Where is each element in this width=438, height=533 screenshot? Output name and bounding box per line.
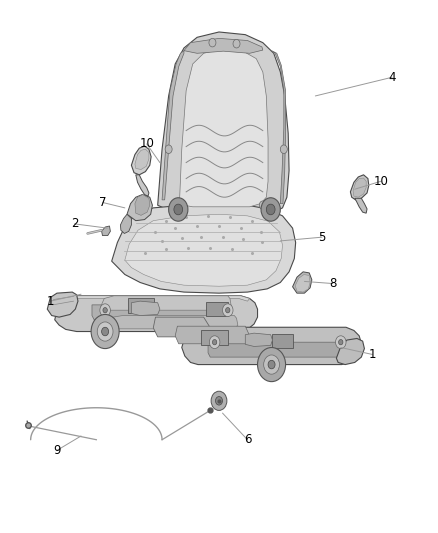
Polygon shape <box>293 272 312 293</box>
Polygon shape <box>110 316 238 329</box>
Circle shape <box>233 39 240 48</box>
Polygon shape <box>245 333 272 346</box>
Polygon shape <box>175 326 250 344</box>
Circle shape <box>209 336 220 349</box>
Circle shape <box>339 340 343 345</box>
Circle shape <box>174 204 183 215</box>
Circle shape <box>268 360 275 369</box>
Polygon shape <box>208 342 339 357</box>
Text: 1: 1 <box>368 348 376 361</box>
Text: 4: 4 <box>388 71 396 84</box>
Polygon shape <box>112 204 296 293</box>
Polygon shape <box>201 330 228 345</box>
Circle shape <box>336 336 346 349</box>
Polygon shape <box>272 51 286 204</box>
Polygon shape <box>272 334 293 348</box>
Polygon shape <box>92 305 228 320</box>
Circle shape <box>266 204 275 215</box>
Text: 1: 1 <box>46 295 54 308</box>
Polygon shape <box>353 178 366 197</box>
Text: 5: 5 <box>318 231 325 244</box>
Polygon shape <box>350 175 369 200</box>
Polygon shape <box>68 296 250 301</box>
Text: 2: 2 <box>71 217 78 230</box>
Polygon shape <box>336 338 364 365</box>
Circle shape <box>226 308 230 313</box>
Polygon shape <box>131 146 151 175</box>
Circle shape <box>100 304 110 317</box>
Polygon shape <box>180 49 268 207</box>
Circle shape <box>165 145 172 154</box>
Polygon shape <box>153 317 210 337</box>
Polygon shape <box>355 198 367 213</box>
Text: 9: 9 <box>53 444 61 457</box>
Polygon shape <box>136 175 149 196</box>
Polygon shape <box>128 298 154 313</box>
Text: 6: 6 <box>244 433 251 446</box>
Circle shape <box>259 201 266 209</box>
Circle shape <box>258 348 286 382</box>
Polygon shape <box>55 296 258 332</box>
Polygon shape <box>162 51 184 200</box>
Circle shape <box>176 199 183 208</box>
Circle shape <box>97 322 113 341</box>
Text: 10: 10 <box>139 138 154 150</box>
Polygon shape <box>131 301 160 316</box>
Circle shape <box>169 198 188 221</box>
Polygon shape <box>101 296 231 310</box>
Text: 7: 7 <box>99 196 107 209</box>
Polygon shape <box>102 226 110 236</box>
Polygon shape <box>135 195 150 215</box>
Circle shape <box>215 397 223 405</box>
Polygon shape <box>120 214 131 233</box>
Polygon shape <box>135 149 149 169</box>
Circle shape <box>212 340 217 345</box>
Circle shape <box>264 355 279 374</box>
Circle shape <box>91 314 119 349</box>
Circle shape <box>209 38 216 47</box>
Polygon shape <box>206 302 228 316</box>
Circle shape <box>211 391 227 410</box>
Polygon shape <box>47 292 78 317</box>
Polygon shape <box>125 214 283 286</box>
Circle shape <box>102 327 109 336</box>
Text: 8: 8 <box>329 277 336 290</box>
Circle shape <box>223 304 233 317</box>
Circle shape <box>261 198 280 221</box>
Text: 10: 10 <box>374 175 389 188</box>
Circle shape <box>103 308 107 313</box>
Polygon shape <box>127 195 152 221</box>
Polygon shape <box>184 38 263 53</box>
Polygon shape <box>158 32 289 216</box>
Polygon shape <box>182 327 361 365</box>
Circle shape <box>280 145 287 154</box>
Polygon shape <box>295 274 310 292</box>
